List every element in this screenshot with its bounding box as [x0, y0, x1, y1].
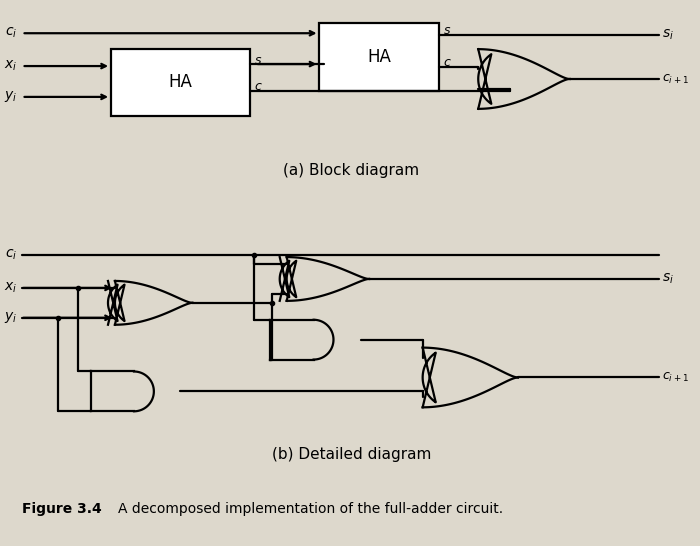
Text: (b) Detailed diagram: (b) Detailed diagram — [272, 447, 431, 461]
Text: HA: HA — [367, 48, 391, 66]
Text: $y_i$: $y_i$ — [4, 310, 18, 325]
Text: $s_i$: $s_i$ — [662, 272, 674, 286]
Text: s: s — [444, 23, 450, 37]
Text: $c_{i+1}$: $c_{i+1}$ — [662, 371, 689, 384]
Text: c: c — [444, 56, 450, 69]
Text: $c_i$: $c_i$ — [6, 26, 18, 40]
Text: $y_i$: $y_i$ — [4, 90, 18, 104]
Text: Figure 3.4: Figure 3.4 — [22, 502, 102, 516]
Text: $x_i$: $x_i$ — [4, 59, 18, 73]
Text: A decomposed implementation of the full-adder circuit.: A decomposed implementation of the full-… — [118, 502, 503, 516]
Text: $c_{i+1}$: $c_{i+1}$ — [662, 73, 689, 86]
Text: c: c — [255, 80, 262, 93]
Bar — [111, 49, 250, 116]
Text: $c_i$: $c_i$ — [6, 248, 18, 262]
Text: s: s — [255, 54, 261, 67]
Text: (a) Block diagram: (a) Block diagram — [283, 163, 419, 178]
Bar — [319, 23, 438, 91]
Text: HA: HA — [169, 74, 192, 92]
Text: $x_i$: $x_i$ — [4, 281, 18, 295]
Text: $s_i$: $s_i$ — [662, 28, 674, 43]
